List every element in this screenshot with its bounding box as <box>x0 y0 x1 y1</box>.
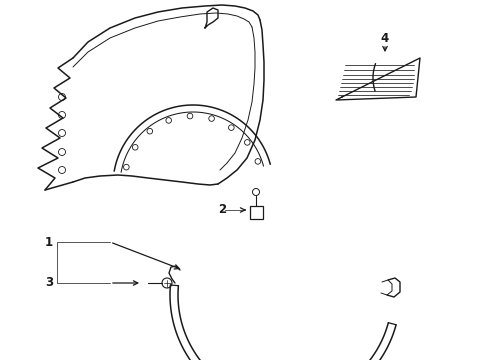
Text: 4: 4 <box>380 31 388 45</box>
Text: 2: 2 <box>218 203 225 216</box>
Text: 1: 1 <box>45 235 53 248</box>
Bar <box>249 206 263 219</box>
Text: 3: 3 <box>45 276 53 289</box>
